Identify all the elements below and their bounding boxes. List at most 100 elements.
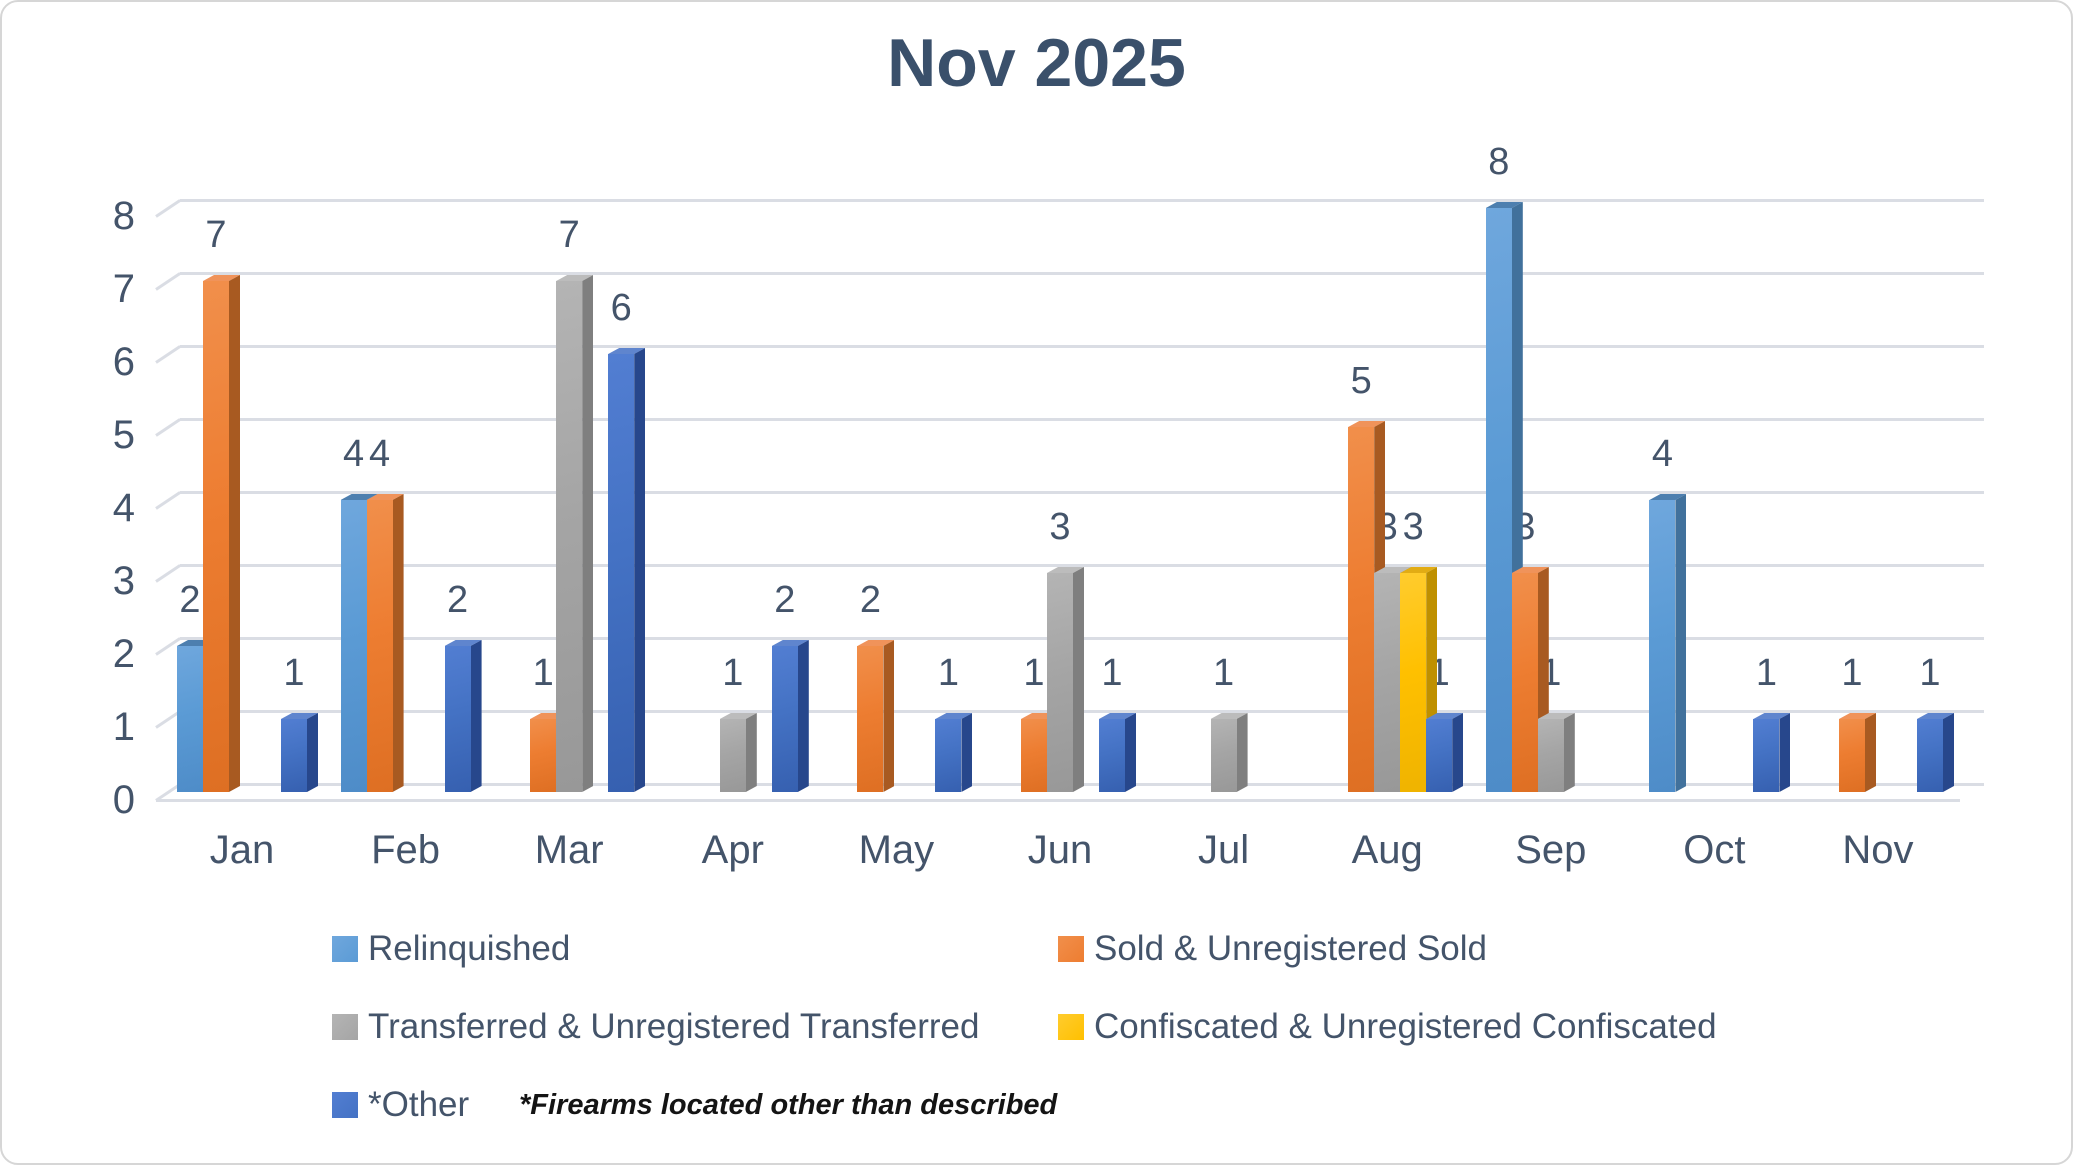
value-label-other-oct: 1 bbox=[1755, 652, 1777, 694]
bar-transferred-unregistered-transferred-apr bbox=[719, 713, 757, 792]
bar-sold-unregistered-sold-aug bbox=[1348, 421, 1386, 792]
bar-face bbox=[1426, 719, 1453, 792]
value-label-sold-unregistered-sold-jun: 1 bbox=[1023, 652, 1045, 694]
bar-face bbox=[281, 719, 307, 792]
bar-top-face bbox=[1099, 713, 1136, 719]
gridline-elbow-6 bbox=[155, 344, 181, 364]
bar-side-face bbox=[1675, 494, 1687, 792]
bar-relinquished-sep bbox=[1485, 202, 1523, 792]
bar-other-feb bbox=[444, 640, 482, 792]
bar-top-face bbox=[935, 713, 973, 719]
bar-top-face bbox=[1047, 567, 1084, 573]
y-axis-label-3: 3 bbox=[112, 559, 135, 603]
bar-side-face bbox=[1073, 567, 1084, 792]
y-axis-label-7: 7 bbox=[112, 267, 135, 311]
bar-side-face bbox=[307, 713, 318, 792]
bar-sold-unregistered-sold-may bbox=[857, 640, 895, 792]
bar-face bbox=[1348, 427, 1375, 792]
bar-face bbox=[1485, 208, 1512, 792]
bar-other-apr bbox=[771, 640, 809, 792]
bar-face bbox=[719, 719, 746, 792]
chart-footnote: *Firearms located other than described bbox=[519, 1089, 1058, 1121]
gridline-back-6 bbox=[180, 344, 1984, 348]
bar-face bbox=[556, 281, 583, 792]
bar-transferred-unregistered-transferred-mar bbox=[556, 275, 594, 792]
bar-relinquished-oct bbox=[1649, 494, 1687, 792]
bar-top-face bbox=[1537, 713, 1575, 719]
bar-side-face bbox=[797, 640, 809, 792]
bar-transferred-unregistered-transferred-aug bbox=[1374, 567, 1412, 792]
y-axis-label-8: 8 bbox=[112, 194, 135, 238]
gridline-back-4 bbox=[180, 490, 1984, 494]
bar-side-face bbox=[1537, 567, 1549, 792]
legend-label-other: *Other bbox=[368, 1085, 470, 1124]
bar-other-nov bbox=[1917, 713, 1954, 792]
bar-top-face bbox=[1753, 713, 1791, 719]
bar-top-face bbox=[1210, 713, 1248, 719]
y-axis-label-2: 2 bbox=[112, 632, 135, 676]
bar-confiscated-unregistered-confiscated-aug bbox=[1400, 567, 1438, 792]
x-axis-label-nov: Nov bbox=[1842, 828, 1914, 872]
bar-side-face bbox=[1236, 713, 1248, 792]
bar-side-face bbox=[1779, 713, 1791, 792]
bar-face bbox=[530, 719, 557, 792]
value-label-sold-unregistered-sold-feb: 4 bbox=[369, 433, 391, 475]
legend-item-transferred-unregistered-transferred: Transferred & Unregistered Transferred bbox=[332, 1005, 979, 1049]
bar-side-face bbox=[1426, 567, 1438, 792]
bar-sold-unregistered-sold-mar bbox=[530, 713, 568, 792]
legend-label-relinquished: Relinquished bbox=[368, 929, 571, 968]
value-label-other-jun: 1 bbox=[1101, 652, 1123, 694]
gridline-elbow-5 bbox=[155, 417, 181, 437]
bar-relinquished-jan bbox=[177, 640, 214, 792]
bar-other-jun bbox=[1099, 713, 1136, 792]
bar-side-face bbox=[392, 494, 404, 792]
bar-face bbox=[1047, 573, 1073, 792]
value-label-other-may: 1 bbox=[937, 652, 959, 694]
bar-top-face bbox=[556, 275, 594, 281]
bar-face bbox=[1839, 719, 1865, 792]
value-label-transferred-unregistered-transferred-mar: 7 bbox=[558, 214, 580, 256]
bar-top-face bbox=[857, 640, 895, 646]
bar-top-face bbox=[1839, 713, 1876, 719]
bar-side-face bbox=[229, 275, 240, 792]
bar-face bbox=[366, 500, 393, 792]
value-label-sold-unregistered-sold-aug: 5 bbox=[1350, 360, 1372, 402]
bar-face bbox=[340, 500, 367, 792]
legend-swatch-confiscated-unregistered-confiscated bbox=[1058, 1014, 1084, 1040]
bar-side-face bbox=[582, 275, 594, 792]
bar-side-face bbox=[745, 713, 757, 792]
legend-label-confiscated-unregistered-confiscated: Confiscated & Unregistered Confiscated bbox=[1094, 1007, 1717, 1046]
bar-top-face bbox=[1426, 713, 1464, 719]
bar-sold-unregistered-sold-nov bbox=[1839, 713, 1876, 792]
x-axis-label-apr: Apr bbox=[701, 828, 764, 872]
value-label-other-feb: 2 bbox=[447, 579, 469, 621]
bar-face bbox=[1917, 719, 1943, 792]
bar-face bbox=[177, 646, 203, 792]
bar-sold-unregistered-sold-jan bbox=[203, 275, 240, 792]
bar-side-face bbox=[470, 640, 482, 792]
bar-transferred-unregistered-transferred-jul bbox=[1210, 713, 1248, 792]
bar-side-face bbox=[1865, 713, 1876, 792]
gridline-elbow-7 bbox=[155, 271, 181, 291]
value-label-relinquished-feb: 4 bbox=[343, 433, 365, 475]
x-axis-label-may: May bbox=[858, 828, 935, 872]
chart-title: Nov 2025 bbox=[887, 25, 1186, 101]
legend-item-sold-unregistered-sold: Sold & Unregistered Sold bbox=[1058, 927, 1487, 971]
gridline-back-8 bbox=[180, 198, 1984, 202]
bar-other-aug bbox=[1426, 713, 1464, 792]
value-label-other-jan: 1 bbox=[283, 652, 305, 694]
bar-face bbox=[1021, 719, 1047, 792]
bar-face bbox=[771, 646, 798, 792]
bar-other-mar bbox=[608, 348, 646, 792]
bar-top-face bbox=[771, 640, 809, 646]
value-label-other-mar: 6 bbox=[610, 287, 632, 329]
bar-side-face bbox=[1943, 713, 1954, 792]
value-label-sold-unregistered-sold-jan: 7 bbox=[205, 214, 227, 256]
bar-top-face bbox=[1917, 713, 1954, 719]
y-axis-label-6: 6 bbox=[112, 340, 135, 384]
x-axis-label-sep: Sep bbox=[1515, 828, 1587, 872]
value-label-other-apr: 2 bbox=[774, 579, 796, 621]
value-label-sold-unregistered-sold-nov: 1 bbox=[1841, 652, 1863, 694]
bar-top-face bbox=[203, 275, 240, 281]
x-axis-label-jun: Jun bbox=[1027, 828, 1093, 872]
